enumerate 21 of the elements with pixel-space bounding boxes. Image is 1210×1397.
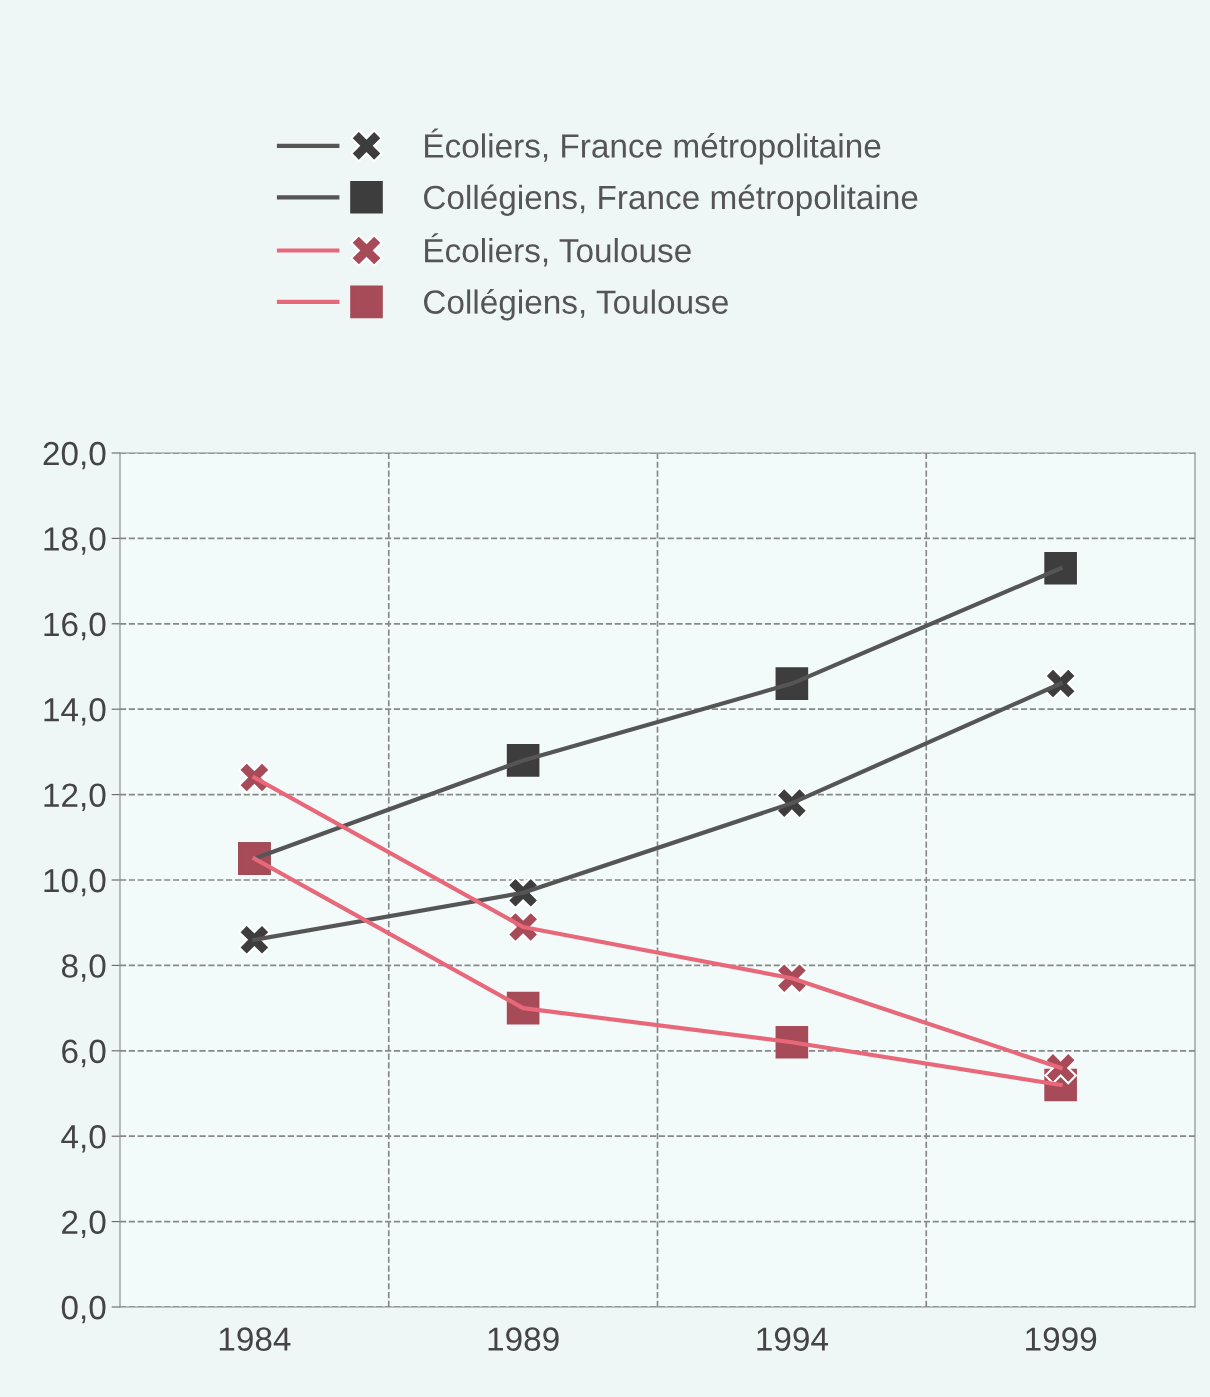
y-tick-label: 18,0 [44, 527, 106, 555]
y-tick-label: 4,0 [61, 1125, 106, 1153]
x-tick-label: 1989 [488, 1327, 559, 1351]
legend-label: Collégiens, Toulouse [424, 289, 728, 321]
legend-label: Collégiens, France métropolitaine [424, 184, 918, 216]
legend-label: Écoliers, France métropolitaine [425, 128, 881, 165]
y-tick-label: 2,0 [62, 1210, 106, 1238]
x-tick-label: 1999 [1026, 1327, 1097, 1351]
point [238, 923, 271, 957]
legend-label: Écoliers, Toulouse [425, 233, 691, 267]
x-tick-label: 1984 [219, 1327, 291, 1351]
y-tick-label: 8,0 [61, 954, 106, 982]
y-tick-label: 12,0 [44, 783, 106, 811]
y-tick-label: 14,0 [44, 698, 106, 726]
y-tick-label: 20,0 [43, 441, 106, 470]
point [1044, 551, 1077, 585]
y-tick-label: 16,0 [44, 612, 106, 641]
x-tick-label: 1994 [757, 1327, 828, 1351]
y-tick-label: 10,0 [44, 868, 106, 897]
y-tick-label: 0,0 [61, 1295, 106, 1324]
y-tick-label: 6,0 [62, 1039, 106, 1068]
